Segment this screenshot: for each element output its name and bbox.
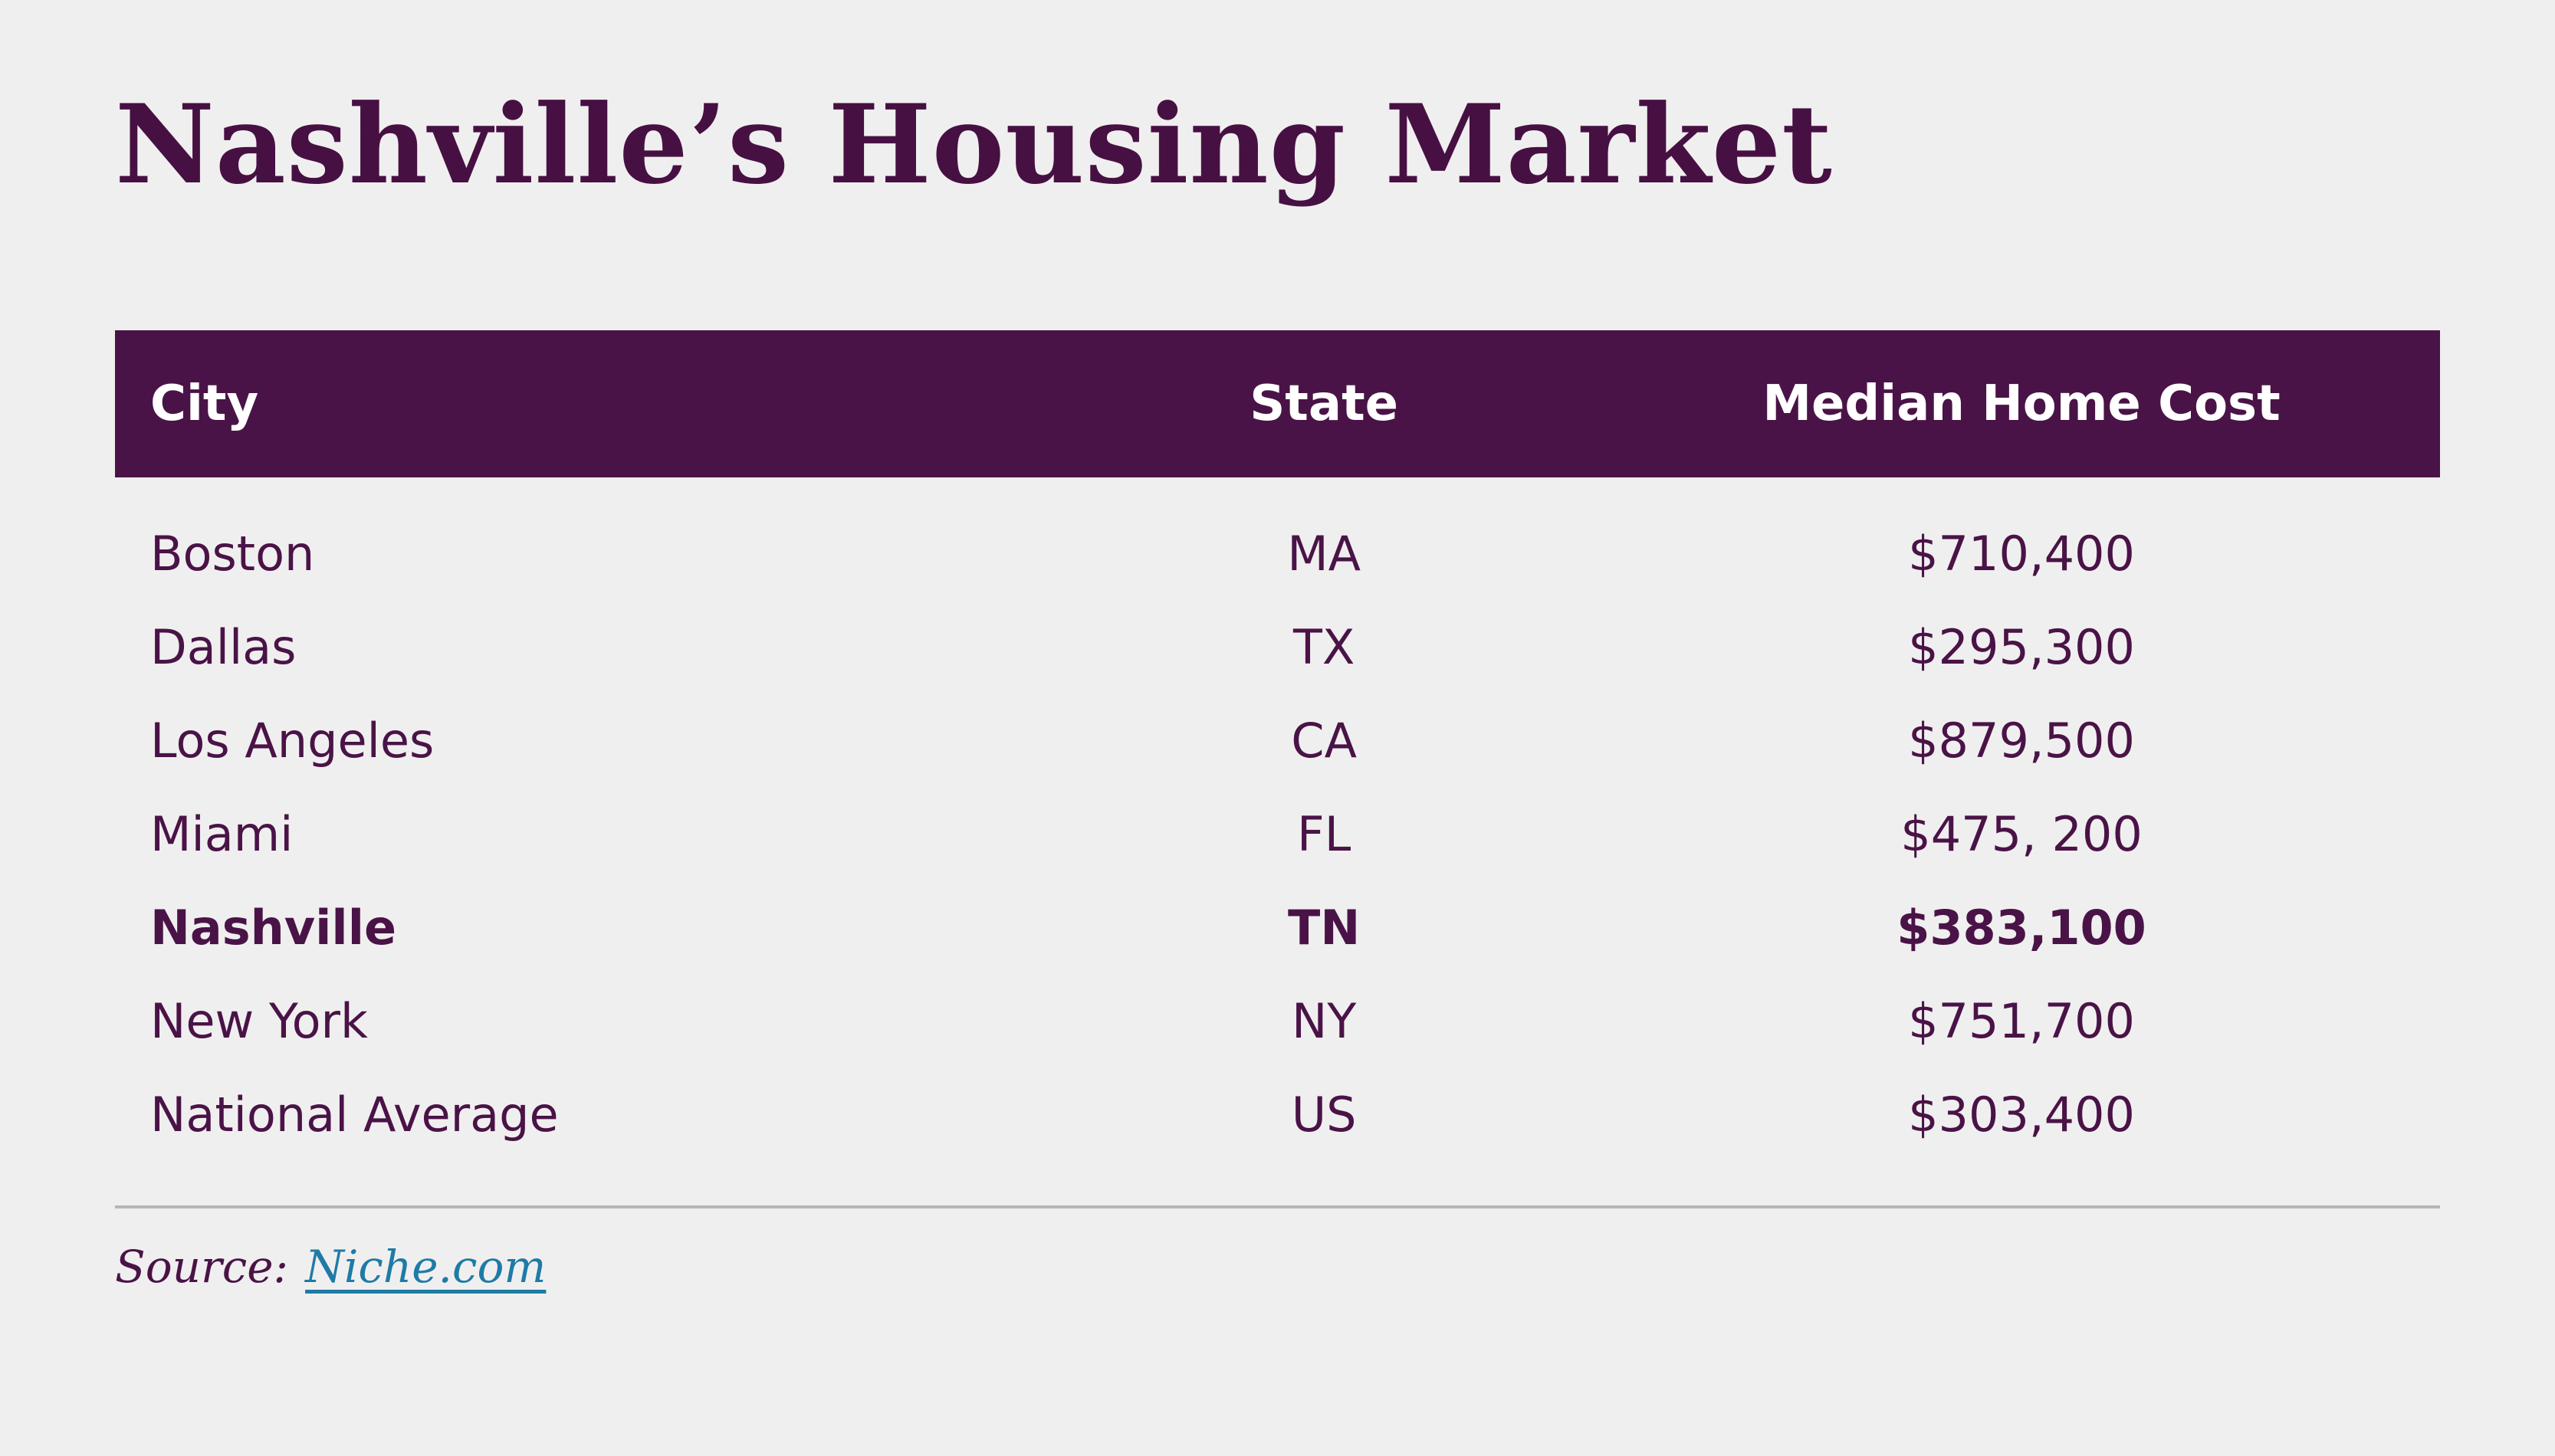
cell-city: National Average bbox=[150, 1086, 559, 1143]
cell-state: FL bbox=[1297, 805, 1351, 862]
table-row-national-average: National Average US $303,400 bbox=[115, 1067, 2440, 1161]
column-header-city: City bbox=[150, 375, 259, 432]
cell-median-home-cost: $295,300 bbox=[1908, 618, 2135, 675]
housing-market-table: City State Median Home Cost Boston MA $7… bbox=[115, 330, 2440, 1161]
column-header-state: State bbox=[1250, 375, 1399, 432]
cell-city: Miami bbox=[150, 805, 294, 862]
cell-city: New York bbox=[150, 992, 368, 1049]
table-row-los-angeles: Los Angeles CA $879,500 bbox=[115, 694, 2440, 787]
cell-median-home-cost: $710,400 bbox=[1908, 525, 2135, 582]
column-header-median-home-cost: Median Home Cost bbox=[1762, 375, 2281, 432]
table-row-dallas: Dallas TX $295,300 bbox=[115, 600, 2440, 694]
table-header-row: City State Median Home Cost bbox=[115, 330, 2440, 477]
cell-city: Los Angeles bbox=[150, 712, 435, 769]
table-row-new-york: New York NY $751,700 bbox=[115, 974, 2440, 1067]
table-row-boston: Boston MA $710,400 bbox=[115, 507, 2440, 600]
divider bbox=[115, 1205, 2440, 1208]
cell-median-home-cost: $303,400 bbox=[1908, 1086, 2135, 1143]
cell-city: Dallas bbox=[150, 618, 297, 675]
infographic: Nashville’s Housing Market City State Me… bbox=[115, 81, 2440, 1293]
cell-city: Boston bbox=[150, 525, 315, 582]
cell-state: MA bbox=[1287, 525, 1361, 582]
cell-median-home-cost: $751,700 bbox=[1908, 992, 2135, 1049]
cell-median-home-cost: $475, 200 bbox=[1900, 805, 2143, 862]
cell-state: US bbox=[1291, 1086, 1357, 1143]
table-body: Boston MA $710,400 Dallas TX $295,300 Lo… bbox=[115, 477, 2440, 1161]
cell-state: CA bbox=[1291, 712, 1357, 769]
cell-state: TN bbox=[1288, 899, 1361, 956]
cell-state: TX bbox=[1292, 618, 1355, 675]
source-label: Source: bbox=[115, 1241, 289, 1293]
page-title: Nashville’s Housing Market bbox=[115, 81, 1833, 208]
cell-state: NY bbox=[1292, 992, 1357, 1049]
cell-city: Nashville bbox=[150, 899, 396, 956]
cell-median-home-cost: $879,500 bbox=[1908, 712, 2135, 769]
source-link[interactable]: Niche.com bbox=[305, 1241, 547, 1293]
cell-median-home-cost: $383,100 bbox=[1897, 899, 2146, 956]
table-row-nashville-highlighted: Nashville TN $383,100 bbox=[115, 880, 2440, 974]
source-line: Source: Niche.com bbox=[115, 1241, 2440, 1293]
table-row-miami: Miami FL $475, 200 bbox=[115, 787, 2440, 880]
